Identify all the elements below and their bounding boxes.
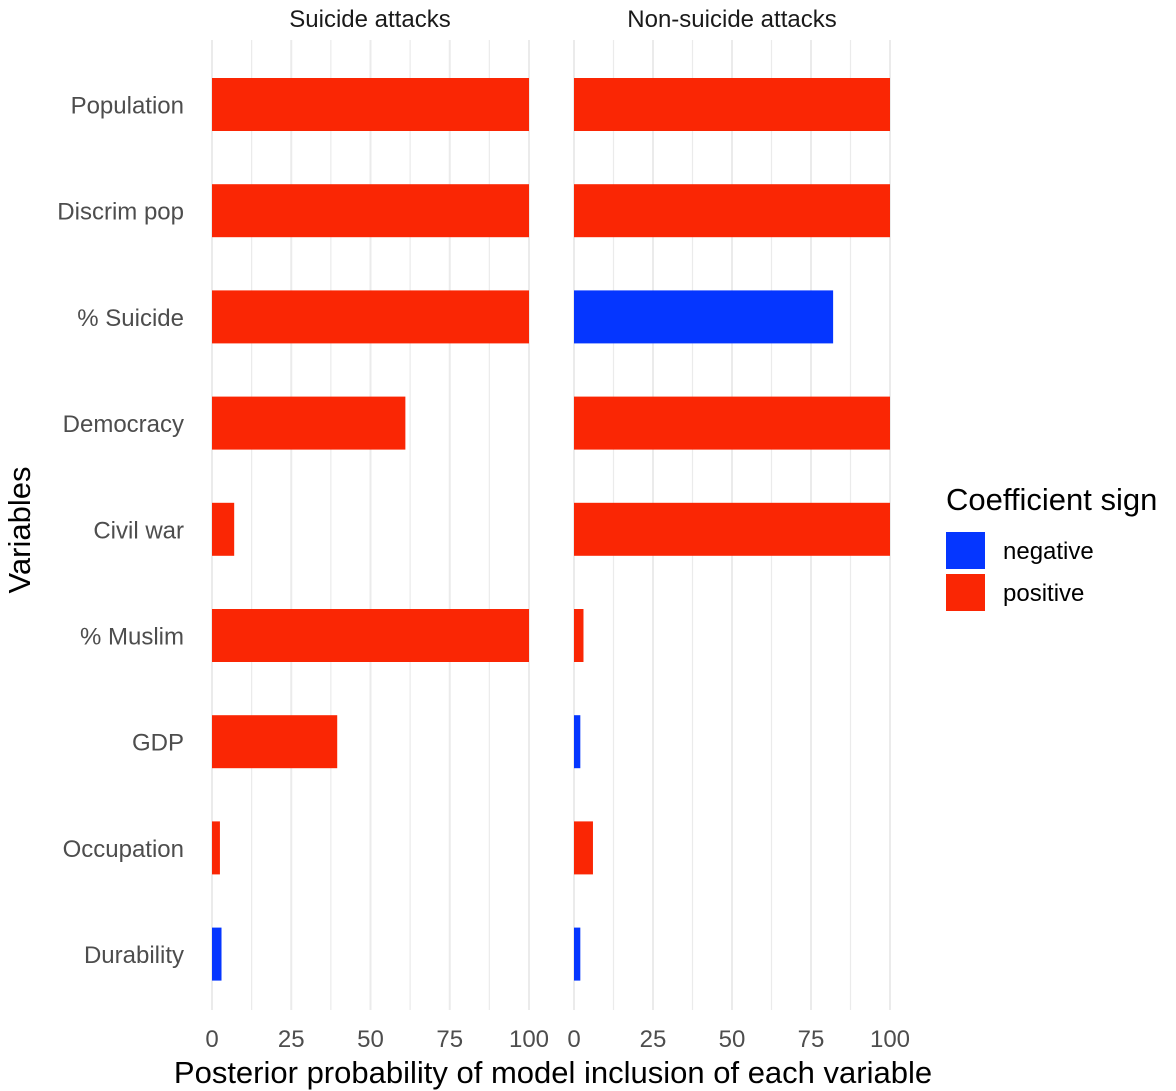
bar-0-4 (212, 502, 235, 556)
x-tick-label-1-1: 25 (640, 1026, 667, 1053)
y-tick-label-7: Occupation (63, 836, 184, 863)
x-tick-label-0-2: 50 (357, 1026, 384, 1053)
bar-0-0 (212, 78, 529, 131)
y-tick-label-4: Civil war (93, 517, 184, 544)
bar-1-8 (574, 927, 581, 981)
bar-0-1 (212, 184, 529, 238)
y-tick-label-6: GDP (132, 730, 184, 757)
x-tick-label-1-2: 50 (719, 1026, 746, 1053)
labels: 0 25 50 75 100 0 25 50 75 100 Population Discrim po… (57, 93, 910, 1054)
bar-1-4 (574, 502, 890, 556)
bar-1-2 (574, 290, 834, 344)
bar-1-7 (574, 821, 593, 875)
x-tick-label-0-3: 75 (436, 1026, 463, 1053)
bars (212, 78, 890, 981)
bar-0-2 (212, 290, 529, 344)
x-tick-label-1-3: 75 (798, 1026, 825, 1053)
panel-title-non-suicide: Non-suicide attacks (627, 6, 836, 33)
bar-0-5 (212, 609, 529, 662)
y-tick-label-5: % Muslim (80, 624, 184, 651)
x-tick-label-0-0: 0 (205, 1026, 218, 1053)
y-tick-label-0: Population (71, 93, 184, 120)
x-tick-label-0-1: 25 (278, 1026, 305, 1053)
x-tick-label-1-0: 0 (567, 1026, 580, 1053)
bar-0-8 (212, 927, 222, 981)
legend-title: Coefficient sign (946, 482, 1157, 517)
bar-1-3 (574, 396, 890, 450)
y-axis-title: Variables (2, 467, 37, 594)
x-tick-label-0-4: 100 (509, 1026, 549, 1053)
legend-swatch-positive (946, 574, 985, 611)
y-tick-label-8: Durability (84, 942, 184, 969)
legend-label-positive: positive (1003, 580, 1084, 607)
bar-1-5 (574, 609, 584, 662)
bar-0-7 (212, 821, 220, 875)
x-axis-title: Posterior probability of model inclusion… (174, 1055, 932, 1090)
bar-0-6 (212, 715, 338, 769)
y-tick-label-2: % Suicide (77, 305, 184, 332)
bar-1-0 (574, 78, 890, 131)
bar-0-3 (212, 396, 406, 450)
y-tick-label-1: Discrim pop (57, 199, 184, 226)
panel-title-suicide: Suicide attacks (289, 6, 450, 33)
legend-swatch-negative (946, 532, 985, 569)
bar-1-1 (574, 184, 890, 238)
y-tick-label-3: Democracy (63, 411, 184, 438)
bar-1-6 (574, 715, 581, 769)
x-tick-label-1-4: 100 (870, 1026, 910, 1053)
legend-label-negative: negative (1003, 538, 1094, 565)
